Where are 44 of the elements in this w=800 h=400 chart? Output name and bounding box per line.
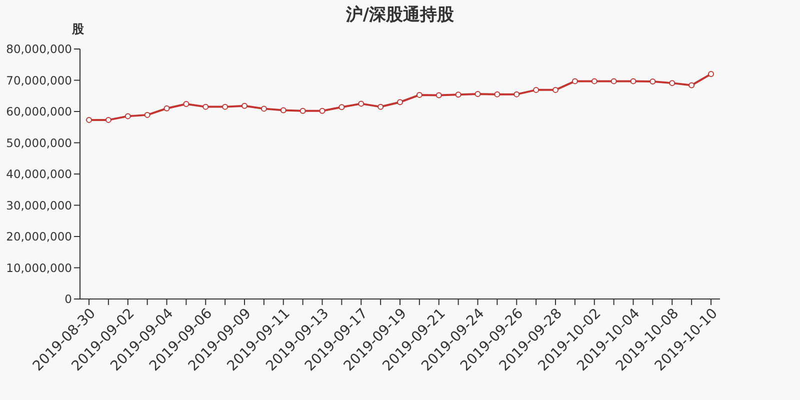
point	[338, 104, 345, 110]
point	[650, 78, 656, 84]
point	[514, 91, 520, 98]
point	[552, 86, 558, 93]
point	[494, 91, 500, 98]
point	[164, 105, 170, 112]
point	[260, 106, 267, 112]
y-tick-label: 30,000,000	[6, 198, 72, 212]
point	[572, 78, 578, 84]
y-tick-label: 70,000,000	[6, 73, 72, 88]
point	[358, 100, 364, 107]
point	[610, 78, 617, 84]
point	[416, 92, 422, 98]
point	[300, 108, 306, 114]
point	[202, 104, 209, 110]
point	[708, 71, 714, 77]
point	[378, 104, 384, 110]
point	[591, 78, 598, 84]
point	[144, 112, 150, 118]
point	[183, 101, 190, 107]
y-tick-label: 0	[64, 292, 72, 306]
point	[124, 113, 131, 120]
point	[630, 78, 636, 84]
point	[688, 82, 695, 88]
y-tick-label: 10,000,000	[6, 260, 72, 275]
point	[280, 107, 286, 114]
point	[242, 102, 248, 109]
point	[436, 92, 442, 98]
point	[474, 91, 481, 97]
y-tick-label: 20,000,000	[6, 230, 72, 244]
point	[455, 92, 462, 98]
point	[222, 104, 228, 110]
chart-title: 沪/深股通持股	[346, 5, 454, 25]
y-tick-label: 50,000,000	[6, 136, 72, 150]
point	[397, 99, 403, 106]
y-axis-title: 股	[72, 21, 84, 38]
y-tick-label: 40,000,000	[6, 167, 72, 182]
point	[533, 86, 540, 93]
point	[86, 116, 92, 123]
point	[105, 116, 112, 123]
y-tick-label: 80,000,000	[6, 42, 72, 56]
y-tick-label: 60,000,000	[6, 104, 72, 119]
point	[319, 108, 326, 114]
point	[669, 80, 676, 86]
